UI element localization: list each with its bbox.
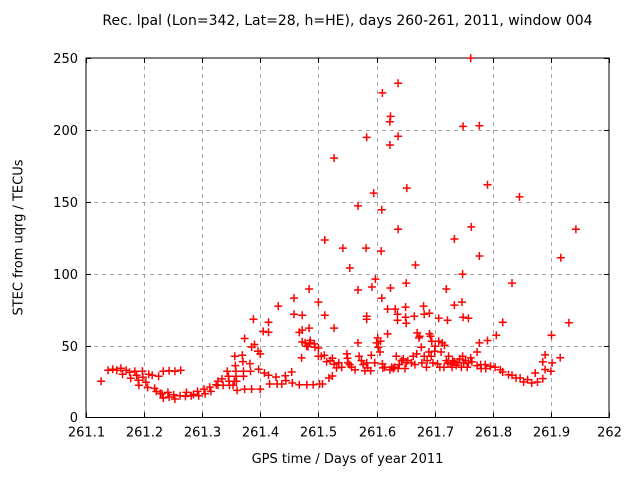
svg-text:261.9: 261.9	[533, 425, 570, 440]
svg-text:200: 200	[53, 124, 78, 139]
svg-text:150: 150	[53, 196, 78, 211]
plot-border	[85, 57, 610, 418]
svg-text:261.3: 261.3	[184, 425, 221, 440]
y-tick-labels: 0 50 100 150 200 250	[53, 52, 78, 426]
x-axis-label: GPS time / Days of year 2011	[251, 452, 444, 467]
svg-text:250: 250	[53, 52, 78, 67]
svg-text:0: 0	[70, 411, 78, 426]
svg-text:262: 262	[597, 425, 622, 440]
svg-text:100: 100	[53, 268, 78, 283]
svg-text:261.5: 261.5	[300, 425, 337, 440]
x-tick-labels: 261.1 261.2 261.3 261.4 261.5 261.6 261.7 261.8…	[68, 425, 622, 440]
svg-text:50: 50	[61, 340, 78, 355]
data-points	[97, 54, 580, 403]
svg-text:261.1: 261.1	[68, 425, 105, 440]
svg-text:261.4: 261.4	[242, 425, 279, 440]
chart-title: Rec. lpal (Lon=342, Lat=28, h=HE), days …	[102, 13, 593, 29]
svg-text:261.2: 261.2	[126, 425, 163, 440]
y-axis-label: STEC from uqrg / TECUs	[11, 159, 27, 316]
svg-text:261.8: 261.8	[475, 425, 512, 440]
svg-text:261.7: 261.7	[417, 425, 454, 440]
svg-text:261.6: 261.6	[359, 425, 396, 440]
